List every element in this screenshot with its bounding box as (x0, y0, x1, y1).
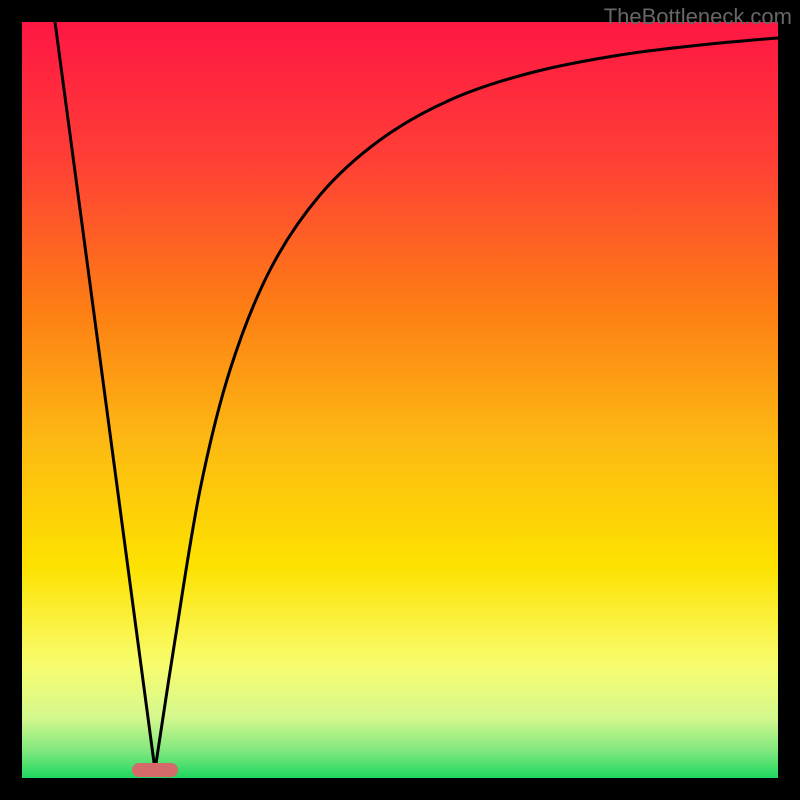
chart-background (22, 22, 778, 778)
chart-container: TheBottleneck.com (0, 0, 800, 800)
bottleneck-marker (132, 763, 178, 777)
watermark-text: TheBottleneck.com (604, 4, 792, 30)
bottleneck-chart (0, 0, 800, 800)
